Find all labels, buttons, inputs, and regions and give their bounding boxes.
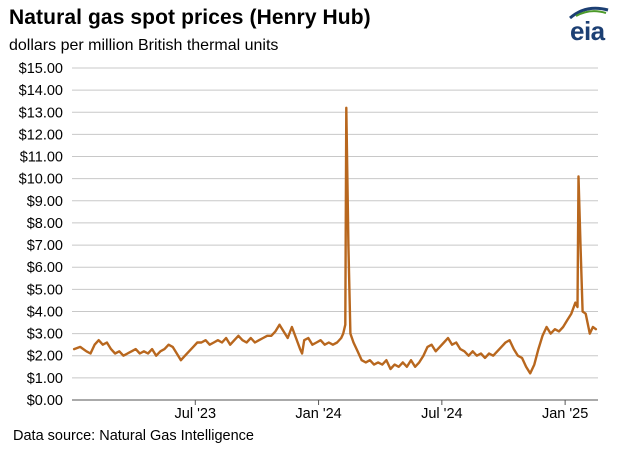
y-tick-label: $14.00 [19, 83, 63, 99]
x-axis: Jul '23 Jan '24 Jul '24 Jan '25 [175, 400, 588, 422]
x-tick-label: Jan '25 [542, 406, 588, 422]
y-tick-label: $9.00 [27, 194, 63, 210]
x-tick-label: Jul '23 [175, 406, 216, 422]
y-tick-label: $1.00 [27, 371, 63, 387]
y-tick-label: $7.00 [27, 238, 63, 254]
y-tick-label: $4.00 [27, 304, 63, 320]
y-tick-label: $6.00 [27, 260, 63, 276]
y-axis-labels: $0.00 $1.00 $2.00 $3.00 $4.00 $5.00 $6.00 $7.00… [19, 61, 63, 409]
grid-lines [72, 67, 598, 401]
eia-logo: eia [556, 4, 614, 48]
chart-subtitle: dollars per million British thermal unit… [9, 37, 279, 54]
x-tick-label: Jan '24 [295, 406, 341, 422]
chart-title: Natural gas spot prices (Henry Hub) [9, 6, 371, 29]
eia-logo-text: eia [570, 16, 605, 46]
y-tick-label: $15.00 [19, 61, 63, 77]
y-tick-label: $8.00 [27, 216, 63, 232]
y-tick-label: $10.00 [19, 172, 63, 188]
eia-logo-swoosh-icon [569, 6, 609, 20]
y-tick-label: $5.00 [27, 282, 63, 298]
data-source-note: Data source: Natural Gas Intelligence [13, 428, 254, 444]
y-tick-label: $2.00 [27, 349, 63, 365]
y-tick-label: $12.00 [19, 127, 63, 143]
series-line-henry-hub [72, 106, 598, 375]
y-tick-label: $13.00 [19, 105, 63, 121]
x-tick-label: Jul '24 [421, 406, 462, 422]
y-tick-label: $0.00 [27, 393, 63, 409]
y-tick-label: $3.00 [27, 327, 63, 343]
y-tick-label: $11.00 [20, 150, 63, 166]
